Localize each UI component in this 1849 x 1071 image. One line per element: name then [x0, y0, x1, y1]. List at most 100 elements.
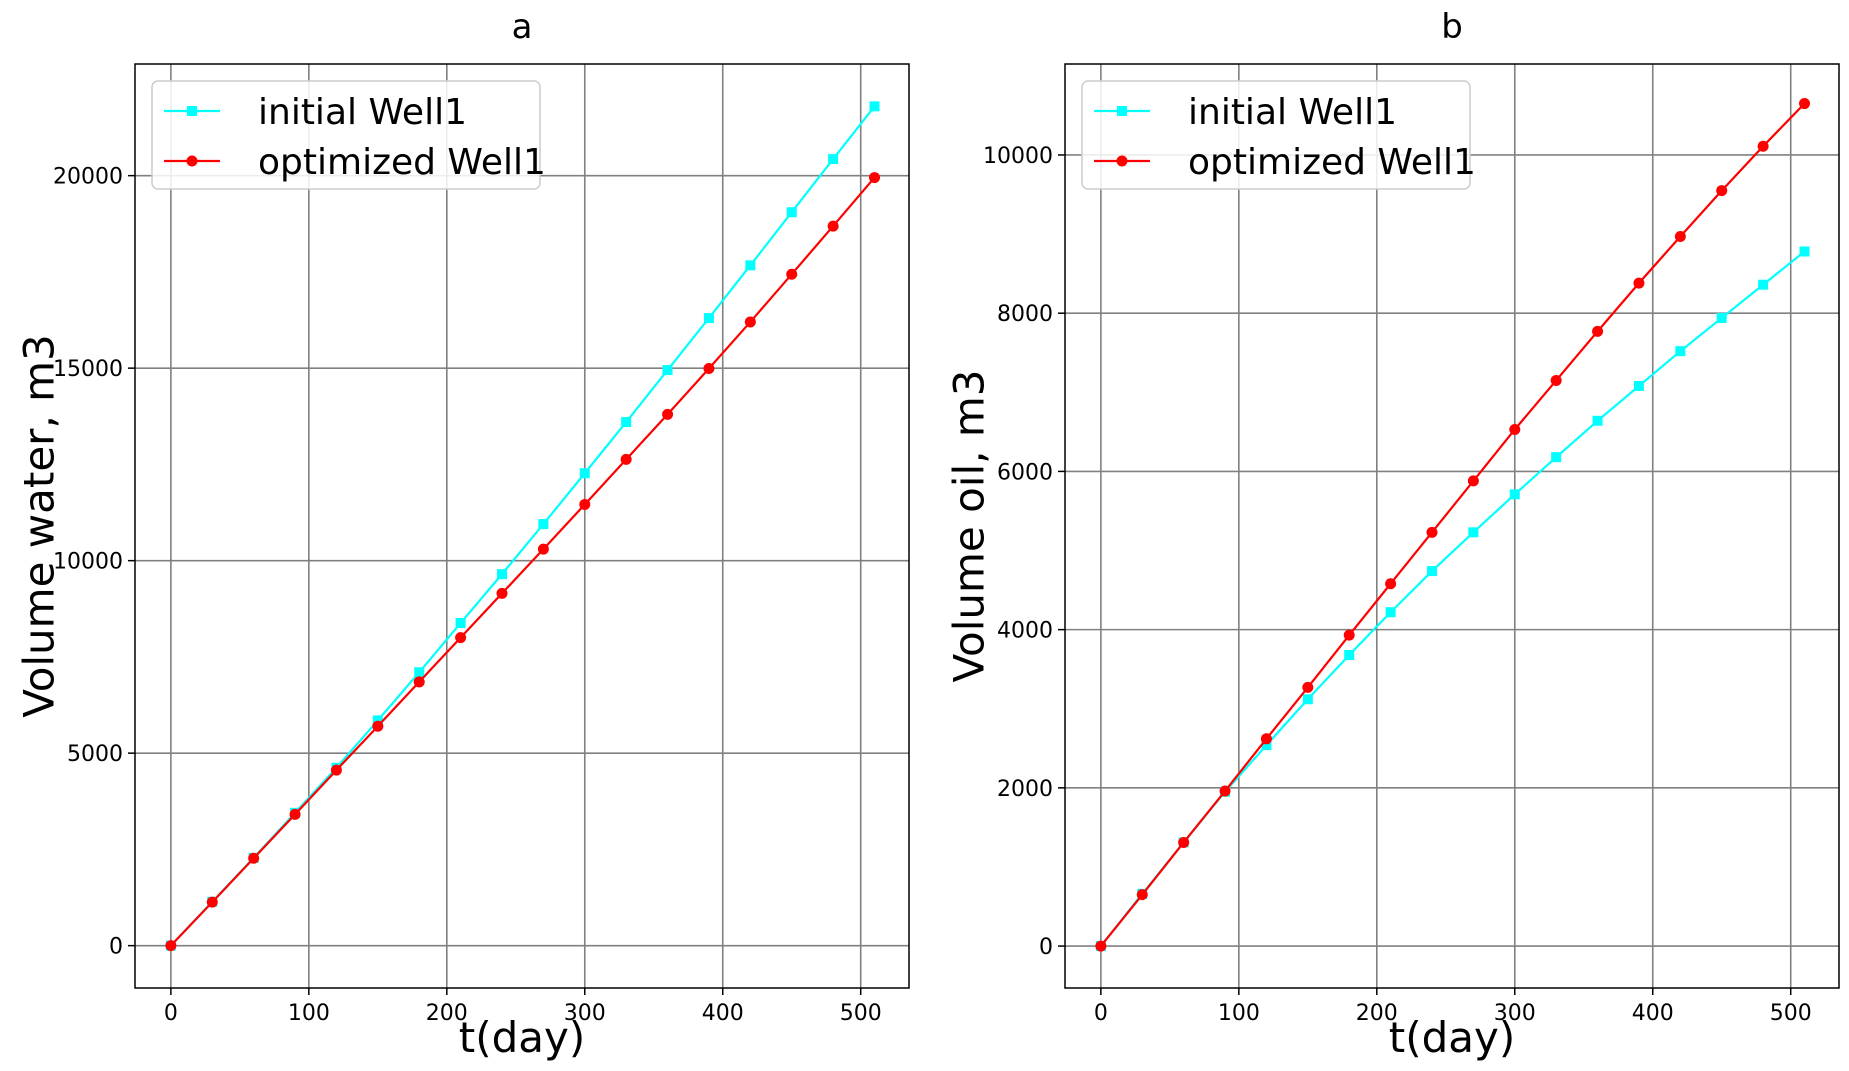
y-axis-label: Volume water, m3: [15, 334, 64, 718]
data-point: [1716, 312, 1727, 323]
data-point: [1799, 98, 1811, 110]
plot-area: [135, 64, 909, 988]
data-point: [621, 417, 632, 428]
data-point: [1136, 889, 1148, 901]
data-point: [372, 720, 384, 732]
plot-area: [1065, 64, 1839, 988]
data-point: [1551, 452, 1562, 463]
data-point: [1467, 475, 1479, 487]
y-tick-label: 2000: [997, 777, 1053, 802]
x-axis-label: t(day): [1389, 1013, 1516, 1062]
legend: initial Well1 optimized Well1: [1081, 80, 1476, 190]
data-point: [206, 896, 218, 908]
x-tick-label: 100: [288, 1001, 330, 1026]
data-point: [1509, 423, 1521, 435]
data-point: [620, 453, 632, 465]
data-point: [330, 764, 342, 776]
x-tick-label: 400: [702, 1001, 744, 1026]
x-tick-label: 200: [1356, 1001, 1398, 1026]
x-tick-label: 100: [1218, 1001, 1260, 1026]
data-point: [1592, 325, 1604, 337]
legend-marker-circle: [1116, 155, 1128, 167]
data-point: [1344, 649, 1355, 660]
panel-title: b: [1441, 7, 1463, 47]
data-point: [1343, 629, 1355, 641]
legend-marker-square: [1117, 106, 1127, 116]
data-point: [1633, 277, 1645, 289]
series-line-optimized-well1: [1100, 102, 1806, 947]
data-point: [1302, 681, 1314, 693]
data-point: [1261, 740, 1272, 751]
data-point: [1260, 733, 1272, 745]
axes-frame: [1064, 63, 1840, 989]
data-point: [662, 365, 673, 376]
data-point: [703, 363, 715, 375]
data-point: [744, 316, 756, 328]
y-tick-label: 4000: [997, 619, 1053, 644]
data-point: [413, 676, 425, 688]
data-point: [1592, 415, 1603, 426]
data-point: [538, 519, 549, 530]
data-point: [455, 632, 467, 644]
y-tick-label: 5000: [67, 742, 123, 767]
x-tick-label: 300: [1494, 1001, 1536, 1026]
data-point: [1716, 185, 1728, 197]
legend-box: [151, 80, 541, 190]
y-tick-label: 10000: [983, 144, 1053, 169]
data-point: [869, 172, 881, 184]
legend-entry-label: optimized Well1: [1188, 142, 1476, 183]
y-tick-label: 20000: [53, 165, 123, 190]
data-point: [1758, 279, 1769, 290]
x-tick-label: 500: [840, 1001, 882, 1026]
data-point: [1426, 566, 1437, 577]
data-point: [1426, 526, 1438, 538]
x-tick-label: 0: [164, 1001, 178, 1026]
y-axis-label: Volume oil, m3: [945, 370, 994, 683]
data-point: [1302, 694, 1313, 705]
chart-panel-b: 0 100 200 300 400 500 0 2000 4000 6000 8000 10000 b t…: [945, 7, 1840, 1062]
legend-entry-label: optimized Well1: [258, 142, 546, 183]
x-tick-label: 500: [1770, 1001, 1812, 1026]
y-tick-label: 6000: [997, 460, 1053, 485]
y-tick-label: 15000: [53, 357, 123, 382]
data-point: [496, 587, 508, 599]
data-point: [579, 468, 590, 479]
data-point: [1674, 230, 1686, 242]
data-point: [1095, 940, 1107, 952]
data-point: [537, 543, 549, 555]
data-point: [414, 667, 425, 678]
data-point: [827, 220, 839, 232]
x-tick-label: 300: [564, 1001, 606, 1026]
data-point: [1385, 578, 1397, 590]
data-point: [1468, 527, 1479, 538]
data-point: [248, 852, 260, 864]
y-tick-label: 0: [1039, 935, 1053, 960]
data-point: [1385, 607, 1396, 618]
data-point: [1757, 140, 1769, 152]
legend-entry-label: initial Well1: [258, 92, 467, 133]
chart-panel-a: 0 100 200 300 400 50005000100001500020000at(d…: [15, 7, 910, 1062]
x-tick-label: 0: [1094, 1001, 1108, 1026]
data-point: [496, 569, 507, 580]
data-point: [1633, 380, 1644, 391]
axes-frame: [134, 63, 910, 989]
data-point: [1550, 374, 1562, 386]
data-point: [289, 808, 301, 820]
data-point: [828, 154, 839, 165]
x-axis-label: t(day): [459, 1013, 586, 1062]
y-tick-label: 8000: [997, 302, 1053, 327]
panel-title: a: [512, 7, 533, 47]
data-point: [455, 618, 466, 629]
data-point: [662, 408, 674, 420]
series-line-optimized-well1: [170, 176, 876, 947]
data-point: [1799, 246, 1810, 257]
data-point: [1675, 346, 1686, 357]
legend: initial Well1 optimized Well1: [151, 80, 546, 190]
y-tick-label: 0: [109, 935, 123, 960]
data-point: [579, 498, 591, 510]
legend-box: [1081, 80, 1471, 190]
data-point: [703, 313, 714, 324]
data-point: [165, 940, 177, 952]
data-point: [372, 715, 383, 726]
